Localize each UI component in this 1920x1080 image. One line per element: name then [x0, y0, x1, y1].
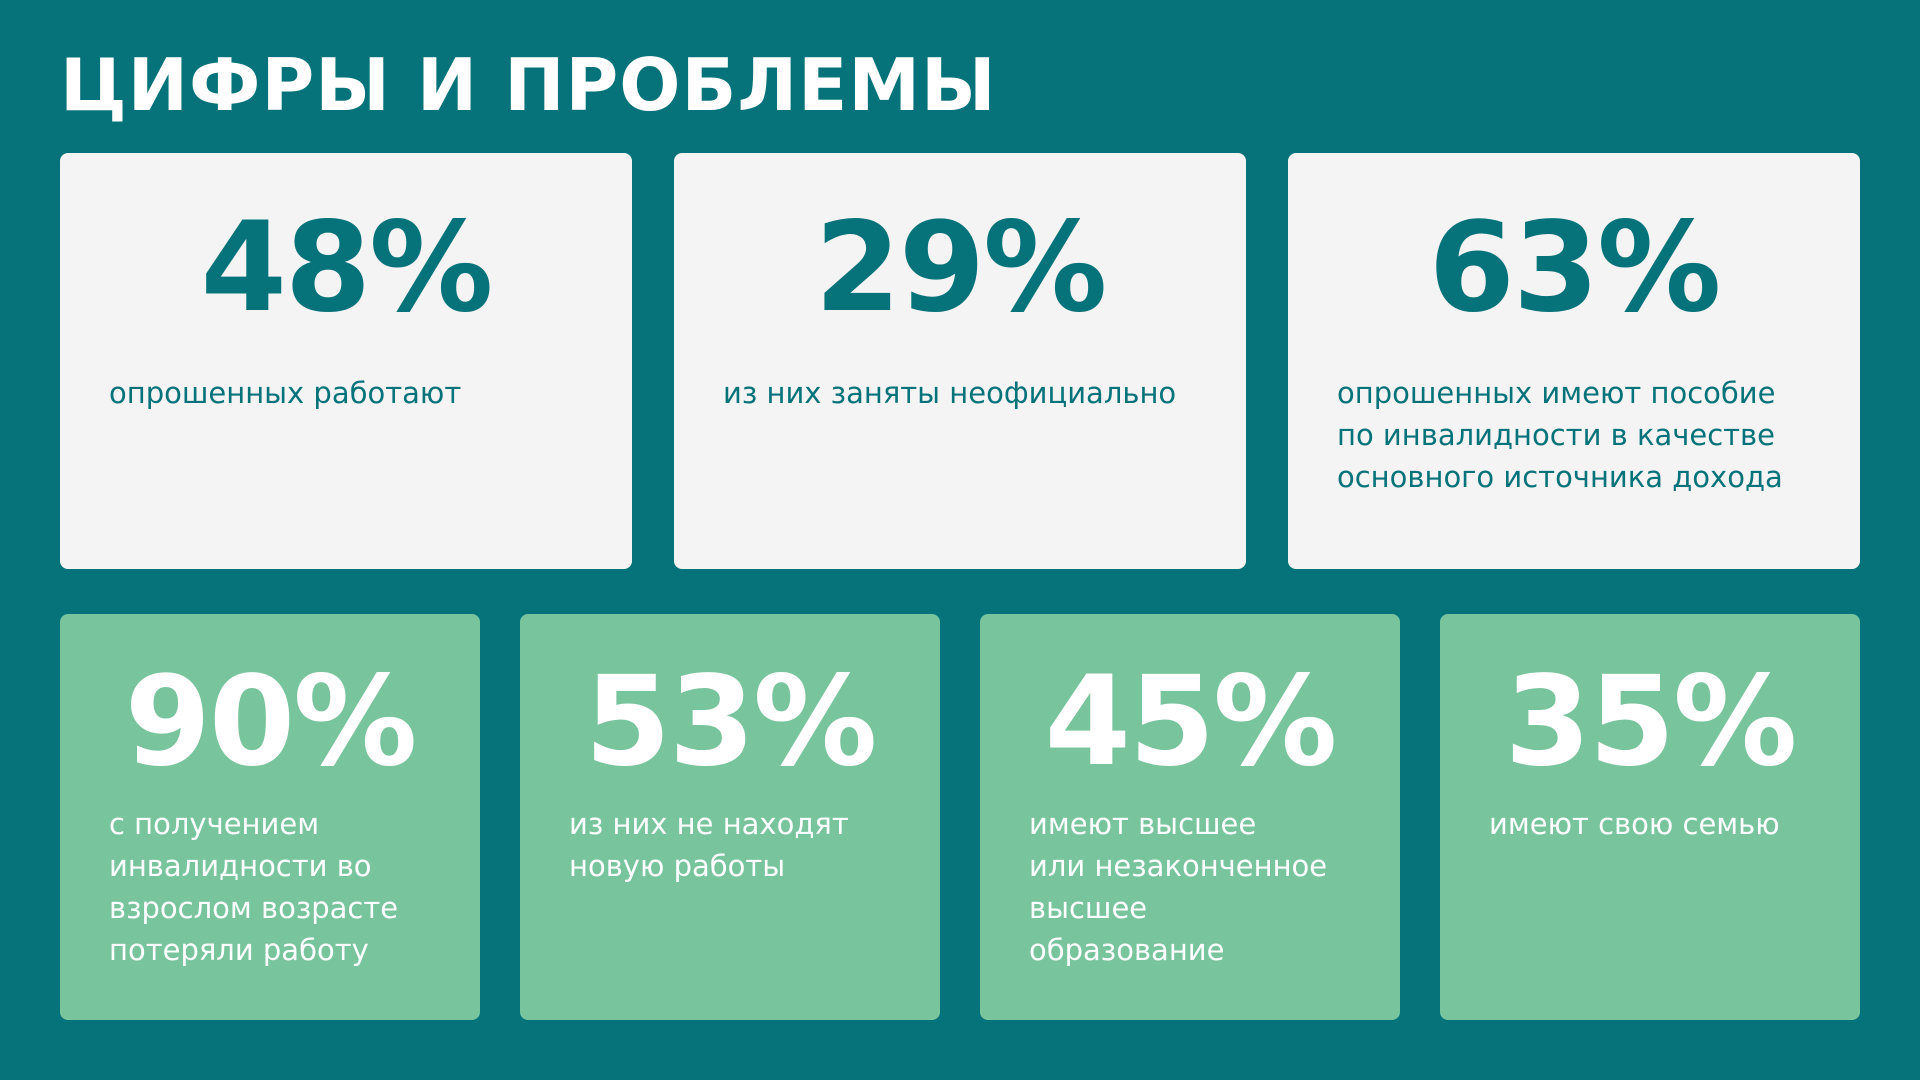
stat-card-unofficial: 29% из них заняты неофициально — [674, 153, 1246, 569]
stat-card-lost-job: 90% с получением инвалидности во взросло… — [60, 614, 480, 1020]
stat-card-disability-benefit: 63% опрошенных имеют пособие по инвалидн… — [1288, 153, 1860, 569]
stat-description: имеют свою семью — [1489, 807, 1780, 841]
stat-value: 35% — [1504, 650, 1798, 794]
stat-description: имеют высшее или незаконченное высшее об… — [1029, 807, 1328, 967]
stat-card-no-new-job: 53% из них не находят новую работы — [520, 614, 940, 1020]
page-title: ЦИФРЫ И ПРОБЛЕМЫ — [60, 43, 997, 127]
stat-card-higher-education: 45% имеют высшее или незаконченное высше… — [980, 614, 1400, 1020]
stat-description: опрошенных работают — [109, 376, 462, 410]
stat-value: 53% — [584, 650, 878, 794]
stat-value: 63% — [1428, 196, 1722, 340]
stat-value: 90% — [124, 650, 418, 794]
stat-card-family: 35% имеют свою семью — [1440, 614, 1860, 1020]
stat-card-works: 48% опрошенных работают — [60, 153, 632, 569]
stat-description: из них заняты неофициально — [723, 376, 1177, 410]
stat-description: с получением инвалидности во взрослом во… — [109, 807, 399, 967]
stat-description: опрошенных имеют пособие по инвалидности… — [1337, 376, 1783, 494]
stat-value: 29% — [814, 196, 1108, 340]
stat-description: из них не находят новую работы — [569, 807, 849, 883]
stat-value: 45% — [1044, 650, 1338, 794]
stat-value: 48% — [200, 196, 494, 340]
